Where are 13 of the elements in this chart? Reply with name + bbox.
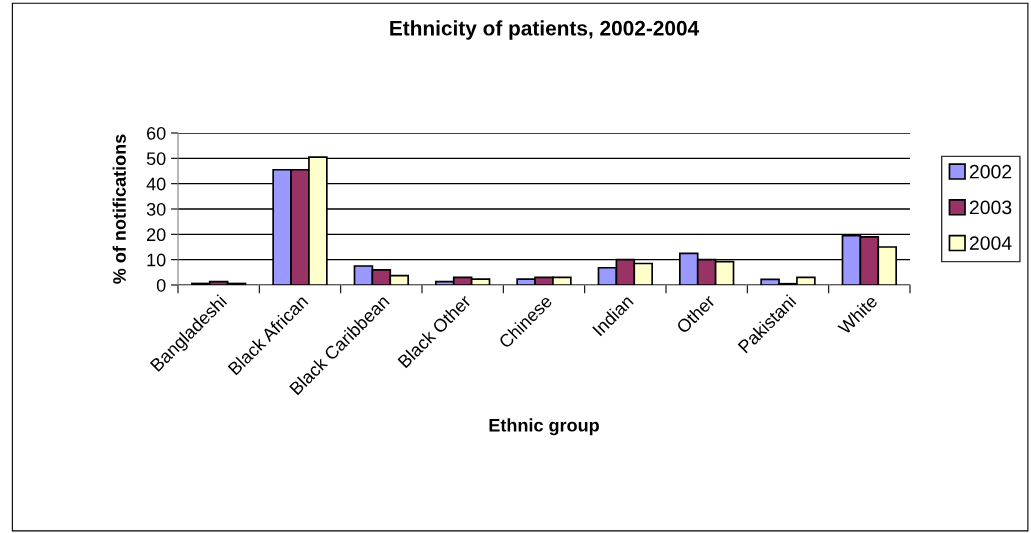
y-tick-label: 30 xyxy=(146,202,166,216)
y-tick-label: 60 xyxy=(147,126,166,140)
legend-label: 2002 xyxy=(969,164,1012,179)
y-tick-label: 0 xyxy=(156,278,166,292)
y-tick-label: 50 xyxy=(146,152,166,166)
y-tick-label: 40 xyxy=(146,177,166,191)
y-axis-title: % of notifications xyxy=(112,134,126,284)
x-axis-title: Ethnic group xyxy=(489,418,599,436)
legend-label: 2003 xyxy=(969,200,1012,215)
chart-title: Ethnicity of patients, 2002-2004 xyxy=(390,20,700,40)
y-tick-label: 10 xyxy=(147,253,166,267)
y-tick-label: 20 xyxy=(147,228,166,242)
legend-label: 2004 xyxy=(969,236,1012,250)
